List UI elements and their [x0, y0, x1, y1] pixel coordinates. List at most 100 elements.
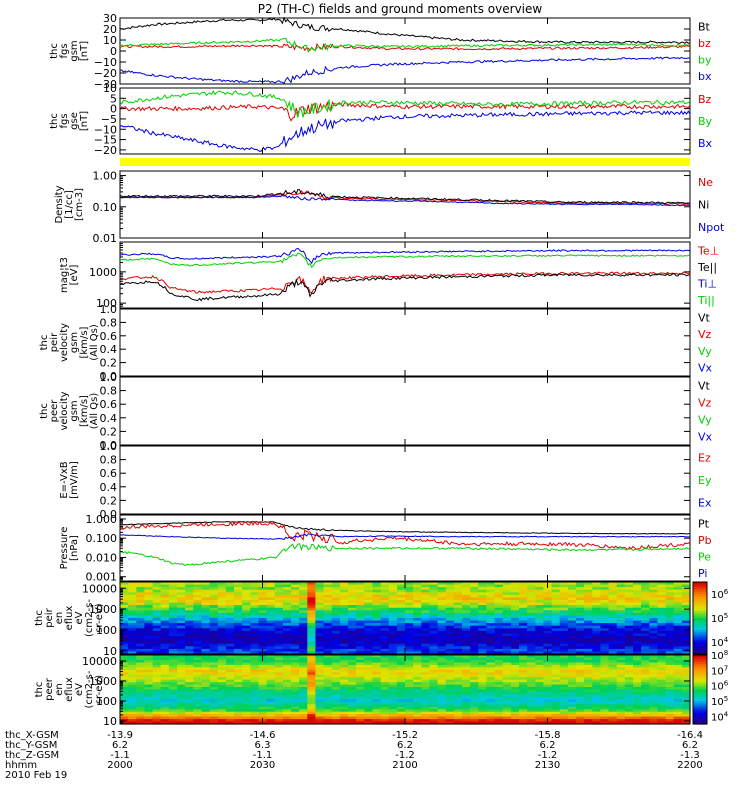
spectrogram-cell	[120, 692, 129, 696]
spectrogram-cell	[160, 719, 170, 723]
spectrogram-cell	[307, 610, 316, 614]
spectrogram-cell	[250, 633, 259, 637]
spectrogram-cell	[339, 589, 349, 593]
legend-bx: Bx	[698, 137, 713, 150]
spectrogram-cell	[160, 689, 170, 693]
spectrogram-cell	[486, 655, 496, 659]
spectrogram-cell	[315, 628, 325, 632]
spectrogram-cell	[665, 602, 675, 606]
spectrogram-cell	[372, 587, 382, 591]
spectrogram-cell	[421, 628, 430, 632]
spectrogram-cell	[282, 643, 292, 647]
spectrogram-cell	[307, 694, 316, 698]
spectrogram-cell	[421, 709, 430, 713]
spectrogram-cell	[128, 672, 137, 676]
legend-bz: bz	[698, 37, 711, 50]
spectrogram-cell	[616, 667, 626, 671]
spectrogram-cell	[486, 584, 496, 588]
spectrogram-cell	[478, 582, 487, 586]
spectrogram-cell	[494, 709, 504, 713]
spectrogram-cell	[266, 592, 276, 596]
spectrogram-cell	[177, 667, 186, 671]
spectrogram-cell	[160, 696, 170, 700]
spectrogram-cell	[307, 630, 316, 635]
spectrogram-cell	[339, 677, 349, 681]
spectrogram-cell	[331, 618, 341, 622]
spectrogram-cell	[168, 662, 178, 666]
x-axis-tick-label: -1.3	[680, 750, 700, 761]
spectrogram-cell	[535, 716, 544, 720]
spectrogram-cell	[559, 709, 569, 713]
spectrogram-cell	[380, 612, 390, 617]
spectrogram-cell	[160, 672, 170, 676]
spectrogram-cell	[665, 615, 675, 619]
spectrogram-cell	[502, 682, 512, 686]
spectrogram-cell	[437, 646, 447, 650]
spectrogram-cell	[510, 677, 520, 681]
spectrogram-cell	[291, 689, 300, 693]
spectrogram-cell	[437, 677, 447, 681]
spectrogram-cell	[535, 657, 544, 661]
spectrogram-cell	[551, 633, 561, 637]
spectrogram-cell	[559, 605, 569, 609]
spectrogram-cell	[510, 694, 520, 698]
spectrogram-cell	[364, 694, 373, 698]
spectrogram-cell	[299, 667, 308, 671]
spectrogram-cell	[437, 704, 447, 708]
spectrogram-cell	[185, 602, 194, 606]
spectrogram-cell	[681, 682, 691, 686]
spectrogram-cell	[128, 655, 137, 659]
legend-vz: Vz	[698, 397, 712, 410]
spectrogram-cell	[242, 630, 251, 635]
spectrogram-cell	[217, 662, 227, 666]
spectrogram-cell	[649, 610, 658, 614]
spectrogram-cell	[177, 600, 186, 604]
spectrogram-cell	[559, 679, 569, 683]
spectrogram-cell	[641, 615, 650, 619]
spectrogram-cell	[209, 597, 219, 601]
spectrogram-cell	[559, 701, 569, 705]
spectrogram-cell	[405, 672, 414, 676]
spectrogram-cell	[535, 628, 544, 632]
spectrogram-cell	[258, 592, 268, 596]
spectrogram-cell	[120, 714, 129, 718]
spectrogram-cell	[315, 638, 325, 642]
spectrogram-cell	[429, 704, 439, 708]
spectrogram-cell	[168, 687, 178, 691]
y-tick-label: 0.2	[100, 357, 118, 370]
spectrogram-cell	[665, 594, 675, 599]
spectrogram-cell	[120, 636, 129, 640]
spectrogram-cell	[584, 696, 593, 700]
spectrogram-cell	[193, 584, 202, 588]
spectrogram-cell	[356, 692, 365, 696]
y-axis-label-line: velocity	[59, 323, 70, 362]
spectrogram-cell	[445, 643, 455, 647]
spectrogram-cell	[510, 605, 520, 609]
legend-by: by	[698, 53, 712, 66]
spectrogram-cell	[242, 607, 251, 611]
spectrogram-cell	[201, 618, 211, 622]
spectrogram-cell	[307, 714, 316, 718]
spectrogram-cell	[624, 618, 634, 622]
spectrogram-cell	[470, 630, 479, 635]
spectrogram-cell	[388, 625, 398, 629]
spectrogram-cell	[380, 659, 390, 663]
spectrogram-cell	[380, 711, 390, 715]
spectrogram-cell	[144, 618, 154, 622]
spectrogram-cell	[527, 587, 536, 591]
spectrogram-cell	[592, 633, 601, 637]
spectrogram-cell	[209, 711, 219, 715]
spectrogram-cell	[201, 674, 211, 678]
spectrogram-cell	[543, 687, 553, 691]
spectrogram-cell	[462, 689, 471, 693]
spectrogram-cell	[453, 701, 463, 705]
y-tick-label: −30	[94, 78, 117, 91]
spectrogram-cell	[502, 721, 512, 725]
y-axis-label-line: en	[54, 683, 65, 696]
spectrogram-cell	[567, 657, 577, 661]
spectrogram-cell	[372, 709, 382, 713]
spectrogram-cell	[250, 623, 259, 627]
spectrogram-cell	[372, 615, 382, 619]
spectrogram-cell	[242, 592, 251, 596]
spectrogram-cell	[437, 620, 447, 624]
